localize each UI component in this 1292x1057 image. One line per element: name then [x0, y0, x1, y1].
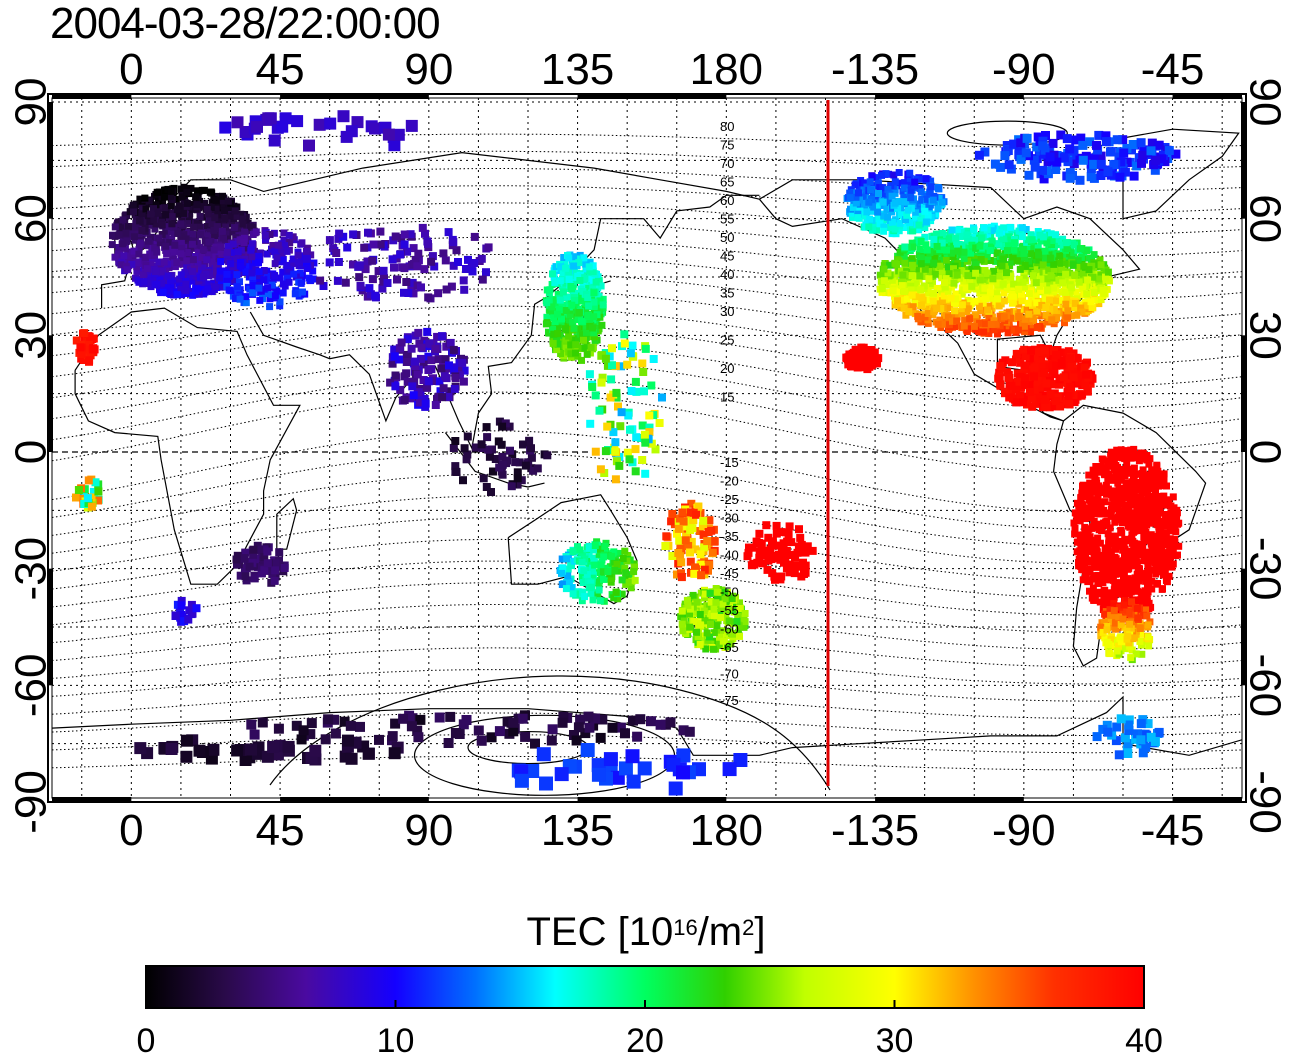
contour-label-south: -30: [720, 511, 739, 526]
contour-label-south: -40: [720, 548, 739, 563]
contour-label-north: 75: [720, 138, 734, 153]
coastline: [52, 695, 1242, 756]
lat-tick-left: 0: [7, 440, 56, 464]
contour-label-north: 50: [720, 230, 734, 245]
lon-tick-bottom: 90: [404, 806, 453, 855]
contour-label-north: 55: [720, 212, 734, 227]
contour-label-north: 80: [720, 119, 734, 134]
lon-tick-top: 45: [256, 45, 305, 94]
contour-label-south: -55: [720, 603, 739, 618]
contour-label-south: -75: [720, 693, 739, 708]
tec-data-pixels: [72, 110, 1183, 796]
lat-tick-right: 60: [1240, 194, 1289, 243]
lon-tick-bottom: -45: [1141, 806, 1205, 855]
lon-tick-top: 0: [119, 45, 143, 94]
contour-label-south: -65: [720, 640, 739, 655]
contour-label-south: -60: [720, 622, 739, 637]
lon-tick-bottom: 0: [119, 806, 143, 855]
contour-label-south: -35: [720, 529, 739, 544]
plot-title: 2004-03-28/22:00:00: [50, 0, 441, 48]
coastline: [74, 307, 301, 585]
lat-tick-right: -60: [1240, 654, 1289, 718]
contour-label-north: 30: [720, 304, 734, 319]
lon-tick-top: 180: [690, 45, 763, 94]
lon-tick-bottom: -90: [992, 806, 1056, 855]
lat-tick-right: -30: [1240, 537, 1289, 601]
lat-tick-left: -30: [7, 537, 56, 601]
lon-tick-top: 90: [404, 45, 453, 94]
contour-label-north: 15: [720, 390, 734, 405]
contour-label-north: 35: [720, 286, 734, 301]
lat-tick-right: 0: [1240, 440, 1289, 464]
colorbar-tick-label: 40: [1125, 1022, 1163, 1057]
lat-tick-left: -90: [7, 770, 56, 834]
coastline: [276, 497, 298, 550]
colorbar-tick-label: 0: [137, 1022, 156, 1057]
contour-label-south: -15: [720, 455, 739, 470]
axis-tick-bars: [48, 94, 1246, 802]
lat-tick-right: -90: [1240, 770, 1289, 834]
colorbar-tick-label: 10: [377, 1022, 415, 1057]
contour-label-south: -50: [720, 585, 739, 600]
axis-tick-labels: 0045459090135135180180-135-135-90-90-45-…: [7, 45, 1290, 855]
contour-label-south: -45: [720, 566, 739, 581]
lat-tick-left: 60: [7, 194, 56, 243]
contour-label-south: -25: [720, 492, 739, 507]
lat-tick-left: -60: [7, 654, 56, 718]
lon-tick-bottom: 45: [256, 806, 305, 855]
colorbar-tick-label: 30: [876, 1022, 914, 1057]
contour-label-north: 20: [720, 361, 734, 376]
lat-tick-right: 90: [1240, 78, 1289, 127]
lat-tick-left: 90: [7, 78, 56, 127]
contour-label-south: -70: [720, 667, 739, 682]
lon-tick-top: -45: [1141, 45, 1205, 94]
contour-label-south: -20: [720, 474, 739, 489]
colorbar-title: TEC [1016/m2]: [526, 910, 766, 954]
lon-tick-bottom: 180: [690, 806, 763, 855]
lon-tick-top: -135: [831, 45, 919, 94]
colorbar-ticks: 0 10 20 30 40: [137, 1000, 1163, 1057]
lat-tick-right: 30: [1240, 311, 1289, 360]
lon-tick-top: -90: [992, 45, 1056, 94]
contour-label-north: 40: [720, 267, 734, 282]
contour-label-north: 45: [720, 249, 734, 264]
lon-tick-bottom: -135: [831, 806, 919, 855]
contour-label-north: 60: [720, 193, 734, 208]
contour-label-north: 65: [720, 175, 734, 190]
contour-labels: 80 75 70 65 60 55 50 45 40 35 30 25 20 15 -15 -20 -25 -30…: [720, 119, 739, 708]
lat-tick-left: 30: [7, 311, 56, 360]
contour-label-north: 70: [720, 156, 734, 171]
coastline: [249, 194, 760, 450]
lon-tick-bottom: 135: [541, 806, 614, 855]
lon-tick-top: 135: [541, 45, 614, 94]
contour-label-north: 25: [720, 333, 734, 348]
colorbar-tick-label: 20: [626, 1022, 664, 1057]
